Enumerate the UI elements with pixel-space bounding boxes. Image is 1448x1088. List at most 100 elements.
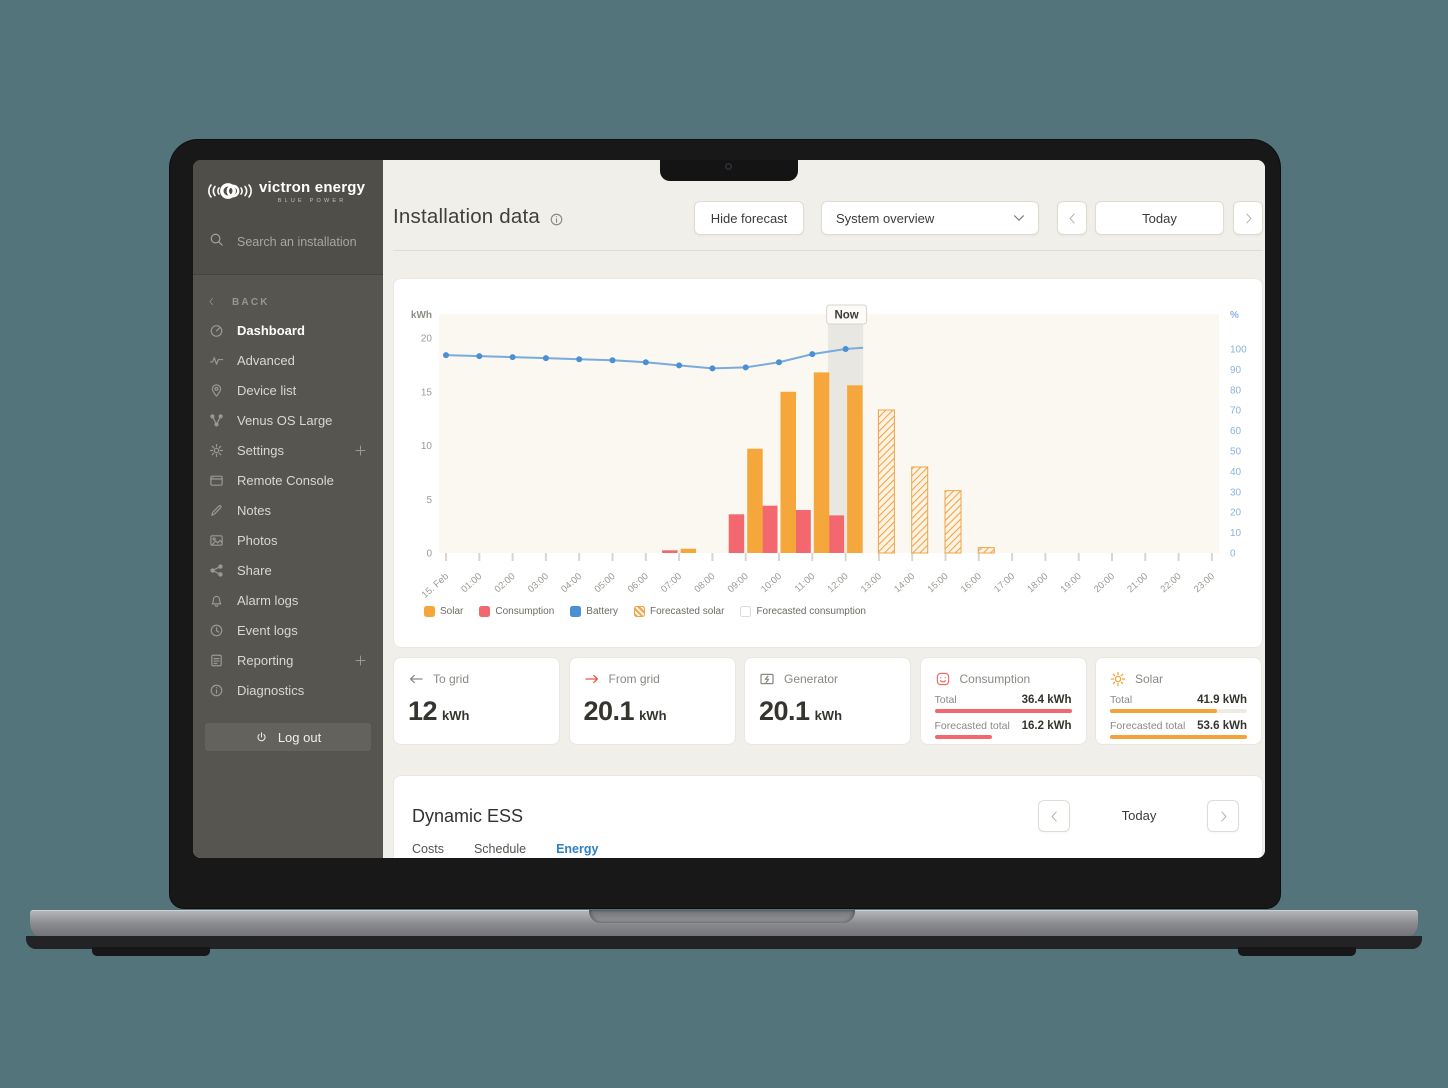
progress-bar	[1110, 709, 1217, 713]
stat-card-to-grid: To grid 12 kWh	[393, 657, 560, 745]
stat-total-row: Total 41.9 kWh	[1110, 694, 1247, 713]
legend-forecasted-consumption[interactable]: Forecasted consumption	[740, 606, 866, 617]
laptop-base-underside	[26, 936, 1422, 949]
sidebar-item-share[interactable]: Share	[193, 555, 383, 585]
brand-name: victron energy	[259, 178, 366, 196]
note-icon	[209, 503, 224, 518]
sidebar-item-label: Device list	[237, 382, 297, 398]
svg-text:Now: Now	[834, 310, 858, 322]
legend-solar[interactable]: Solar	[424, 606, 463, 617]
logout-button[interactable]: Log out	[205, 723, 371, 751]
stat-total-row: Forecasted total 16.2 kWh	[934, 720, 1072, 739]
sidebar-item-notes[interactable]: Notes	[193, 495, 383, 525]
chevron-right-icon	[1217, 810, 1230, 823]
system-overview-select[interactable]: System overview	[821, 201, 1039, 235]
svg-text:19:00: 19:00	[1059, 571, 1084, 595]
stat-card-consumption: Consumption Total 36.4 kWh Forecasted total…	[919, 657, 1087, 745]
stat-card-unit: kWh	[442, 708, 470, 723]
stat-card-label: Solar	[1135, 672, 1164, 686]
stat-total-value: 36.4 kWh	[1021, 694, 1072, 706]
svg-text:20:00: 20:00	[1092, 571, 1117, 595]
svg-text:11:00: 11:00	[793, 571, 818, 595]
svg-text:30: 30	[1230, 487, 1242, 498]
arrow-right-icon	[584, 671, 600, 687]
date-prev-button[interactable]	[1057, 201, 1087, 235]
sidebar-item-advanced[interactable]: Advanced	[193, 345, 383, 375]
stat-card-value: 20.1	[759, 696, 810, 726]
legend-swatch	[633, 606, 645, 617]
bell-icon	[209, 593, 224, 608]
system-overview-value: System overview	[836, 210, 935, 226]
svg-text:09:00: 09:00	[726, 571, 751, 595]
laptop-foot-left	[92, 947, 210, 956]
svg-text:0: 0	[1230, 549, 1236, 560]
svg-text:100: 100	[1230, 345, 1247, 356]
svg-text:04:00: 04:00	[559, 571, 584, 595]
installation-chart-card: kWh 0 5 10 15 20% 0 10 20 30 40 50 60 70 80 90 100 15. Fe…	[393, 278, 1263, 648]
progress-bar	[934, 735, 993, 739]
info-icon[interactable]	[549, 212, 564, 232]
tab-energy[interactable]: Energy	[556, 842, 598, 858]
legend-consumption[interactable]: Consumption	[479, 606, 554, 617]
dess-today-label: Today	[1121, 808, 1157, 823]
sidebar-menu: Dashboard Advanced Device list Venus OS Lar…	[193, 315, 383, 705]
progress-bar	[934, 709, 1072, 713]
svg-text:12:00: 12:00	[826, 571, 851, 595]
sidebar-item-reporting[interactable]: Reporting	[193, 645, 383, 675]
sidebar-item-photos[interactable]: Photos	[193, 525, 383, 555]
date-today-button[interactable]: Today	[1095, 201, 1224, 235]
stat-cards-row: To grid 12 kWh From grid 20.1 kWh Generator 20.…	[393, 657, 1263, 745]
sidebar-item-settings[interactable]: Settings	[193, 435, 383, 465]
sidebar-item-remote-console[interactable]: Remote Console	[193, 465, 383, 495]
legend-forecasted-solar[interactable]: Forecasted solar	[633, 606, 725, 617]
share-icon	[209, 563, 224, 578]
consumption-icon	[935, 671, 951, 687]
svg-text:kWh: kWh	[411, 310, 432, 321]
plus-icon[interactable]	[354, 444, 367, 457]
sidebar-item-device-list[interactable]: Device list	[193, 375, 383, 405]
legend-label: Forecasted solar	[649, 606, 725, 617]
stat-total-value: 53.6 kWh	[1197, 720, 1247, 732]
date-next-button[interactable]	[1233, 201, 1263, 235]
svg-text:10: 10	[421, 441, 433, 452]
stat-total-row: Total 36.4 kWh	[934, 694, 1072, 713]
legend-swatch	[424, 606, 435, 617]
search-icon	[209, 232, 224, 252]
legend-battery[interactable]: Battery	[570, 606, 618, 617]
console-icon	[209, 473, 224, 488]
stat-card-label: To grid	[433, 672, 470, 686]
sidebar-item-label: Settings	[237, 442, 284, 458]
sidebar-item-event-logs[interactable]: Event logs	[193, 615, 383, 645]
victron-logo-icon	[208, 183, 252, 199]
back-button[interactable]: BACK	[207, 293, 270, 311]
sidebar-item-label: Reporting	[237, 652, 294, 668]
tab-costs[interactable]: Costs	[412, 842, 444, 856]
stat-card-unit: kWh	[639, 708, 667, 723]
dess-next-button[interactable]	[1207, 800, 1239, 832]
sidebar-item-alarm-logs[interactable]: Alarm logs	[193, 585, 383, 615]
svg-text:05:00: 05:00	[592, 571, 617, 595]
dess-prev-button[interactable]	[1038, 800, 1070, 832]
svg-text:07:00: 07:00	[659, 571, 684, 595]
progress-track	[1110, 735, 1247, 739]
sidebar-item-dashboard[interactable]: Dashboard	[193, 315, 383, 345]
sidebar: victron energy BLUE POWER Search an inst…	[193, 160, 383, 858]
sidebar-item-venus-os-large[interactable]: Venus OS Large	[193, 405, 383, 435]
search-placeholder: Search an installation	[237, 235, 357, 249]
sidebar-item-diagnostics[interactable]: Diagnostics	[193, 675, 383, 705]
hide-forecast-button[interactable]: Hide forecast	[694, 201, 804, 235]
svg-text:17:00: 17:00	[992, 571, 1017, 595]
gauge-icon	[209, 323, 224, 338]
dynamic-ess-title: Dynamic ESS	[412, 806, 524, 826]
chart-legend: Solar Consumption Battery Forecasted solar F…	[424, 606, 866, 617]
tab-schedule[interactable]: Schedule	[473, 842, 527, 856]
legend-label: Consumption	[495, 606, 555, 617]
svg-text:15:00: 15:00	[925, 571, 950, 595]
stat-card-label: Generator	[784, 672, 839, 686]
stat-total-row: Forecasted total 53.6 kWh	[1110, 720, 1247, 739]
plus-icon[interactable]	[354, 654, 367, 667]
arrow-left-icon	[408, 671, 424, 687]
chevron-left-icon	[1048, 810, 1061, 823]
search-installation-input[interactable]: Search an installation	[209, 232, 357, 252]
